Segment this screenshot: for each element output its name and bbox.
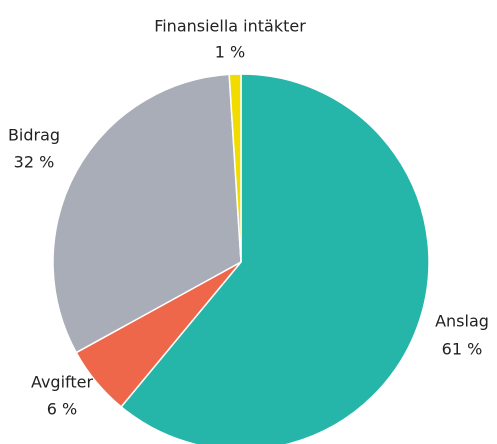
slice-label: Bidrag bbox=[8, 126, 60, 145]
pie-slice bbox=[228, 73, 242, 263]
pie-slice bbox=[120, 73, 430, 444]
slice-value-label: 6 % bbox=[47, 400, 77, 419]
slice-label: Avgifter bbox=[31, 373, 94, 392]
slice-label: Anslag bbox=[435, 312, 489, 331]
slice-label: Finansiella intäkter bbox=[154, 17, 306, 36]
slice-value-label: 1 % bbox=[215, 43, 245, 62]
pie-slice bbox=[52, 73, 242, 354]
slice-value-label: 61 % bbox=[442, 340, 483, 359]
slice-value-label: 32 % bbox=[14, 153, 55, 172]
